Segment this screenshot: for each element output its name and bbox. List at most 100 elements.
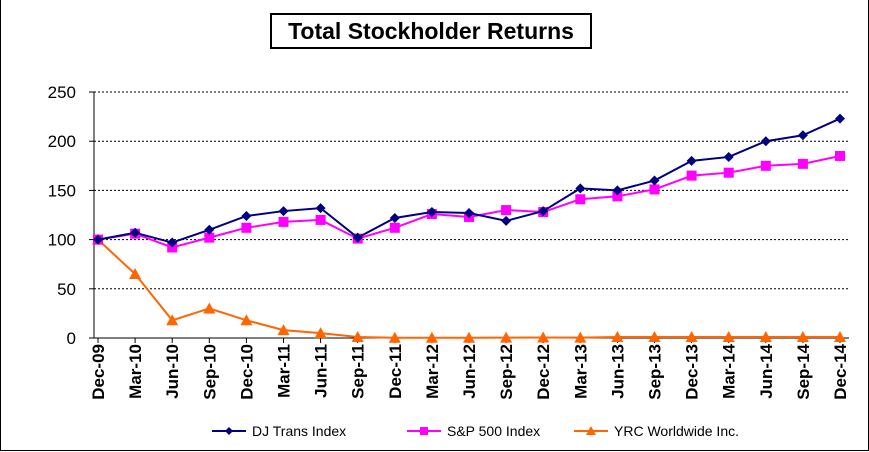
data-point: [130, 227, 141, 238]
x-tick-label: Dec-09: [89, 344, 108, 400]
x-tick-label: Mar-14: [720, 343, 739, 398]
y-tick-label: 50: [57, 280, 76, 299]
data-point: [425, 331, 438, 343]
data-point: [278, 216, 289, 227]
legend-marker: [225, 427, 233, 435]
legend-item: DJ Trans Index: [212, 423, 346, 439]
data-point: [797, 158, 808, 169]
data-point: [538, 206, 549, 217]
series-line: [93, 150, 845, 253]
data-point: [537, 331, 550, 343]
data-point: [686, 155, 697, 166]
data-point: [686, 170, 697, 181]
data-point: [797, 130, 808, 141]
x-tick-label: Jun-13: [608, 344, 627, 399]
data-point: [277, 324, 290, 336]
data-point: [204, 232, 215, 243]
y-tick-label: 0: [67, 329, 76, 348]
x-tick-label: Mar-13: [571, 344, 590, 399]
legend: DJ Trans Index S&P 500 Index YRC Worldwide…: [212, 423, 739, 439]
data-point: [760, 160, 771, 171]
x-tick-label: Mar-10: [126, 344, 145, 399]
data-point: [167, 237, 178, 248]
data-point: [241, 222, 252, 233]
legend-label: DJ Trans Index: [252, 423, 346, 439]
y-tick-label: 100: [48, 231, 76, 250]
x-tick-label: Sep-14: [794, 343, 813, 399]
x-tick-label: Sep-11: [349, 344, 368, 399]
series-layer: [92, 113, 846, 343]
data-point: [389, 222, 400, 233]
y-tick-label: 150: [48, 181, 76, 200]
data-point: [649, 184, 660, 195]
x-tick-label: Dec-10: [237, 344, 256, 400]
x-tick-label: Sep-12: [497, 344, 516, 400]
x-tick-label: Dec-13: [683, 344, 702, 400]
data-point: [388, 331, 401, 343]
data-point: [575, 183, 586, 194]
legend-marker: [586, 426, 596, 435]
x-tick-label: Jun-10: [163, 344, 182, 399]
legend-label: YRC Worldwide Inc.: [614, 423, 739, 439]
x-tick-label: Sep-10: [200, 344, 219, 400]
data-point: [612, 191, 623, 202]
data-point: [835, 150, 845, 161]
data-point: [575, 194, 586, 205]
data-point: [463, 331, 475, 343]
data-point: [166, 314, 179, 326]
data-point: [500, 331, 513, 343]
x-tick-label: Jun-14: [757, 343, 776, 398]
data-point: [203, 302, 216, 314]
data-point: [574, 331, 587, 343]
x-tick-label: Sep-13: [646, 344, 665, 400]
legend-item: S&P 500 Index: [407, 423, 540, 439]
x-tick-label: Jun-12: [460, 344, 479, 399]
data-point: [314, 327, 327, 339]
data-point: [685, 331, 698, 343]
y-tick-label: 250: [48, 83, 76, 102]
series-path: [97, 238, 840, 339]
axis-layer: 0 50 100 150 200 250 Dec-09 Mar-10 Jun-10 Sep-10 D…: [48, 83, 850, 400]
data-point: [389, 212, 400, 223]
series-line: [93, 113, 845, 248]
x-tick-label: Dec-11: [386, 344, 405, 399]
data-point: [204, 224, 215, 235]
data-point: [501, 205, 512, 216]
x-tick-label: Mar-11: [275, 344, 294, 398]
data-point: [648, 331, 661, 343]
grid-layer: [94, 91, 849, 290]
series-line: [92, 233, 846, 343]
data-point: [426, 207, 437, 218]
data-point: [834, 331, 846, 343]
x-tick-label: Jun-11: [312, 344, 331, 398]
data-point: [611, 331, 624, 343]
data-point: [835, 113, 845, 124]
chart-title: Total Stockholder Returns: [270, 13, 592, 49]
data-point: [315, 203, 326, 214]
data-point: [352, 232, 363, 243]
x-tick-label: Mar-12: [423, 344, 442, 399]
data-point: [351, 331, 364, 343]
data-point: [93, 234, 103, 245]
data-point: [612, 185, 623, 196]
data-point: [759, 331, 772, 343]
legend-marker: [420, 427, 428, 435]
data-point: [722, 331, 735, 343]
data-point: [129, 268, 142, 280]
data-point: [723, 167, 734, 178]
data-point: [723, 151, 734, 162]
data-point: [796, 331, 809, 343]
data-point: [240, 314, 253, 326]
data-point: [464, 208, 474, 219]
legend-item: YRC Worldwide Inc.: [574, 423, 739, 439]
data-point: [278, 206, 289, 217]
series-path: [97, 117, 841, 244]
data-point: [501, 215, 512, 226]
x-tick-label: Dec-14: [831, 343, 850, 399]
data-point: [649, 175, 660, 186]
y-tick-label: 200: [48, 132, 76, 151]
data-point: [241, 210, 252, 221]
data-point: [315, 214, 326, 225]
legend-label: S&P 500 Index: [447, 423, 540, 439]
x-tick-label: Dec-12: [534, 344, 553, 400]
